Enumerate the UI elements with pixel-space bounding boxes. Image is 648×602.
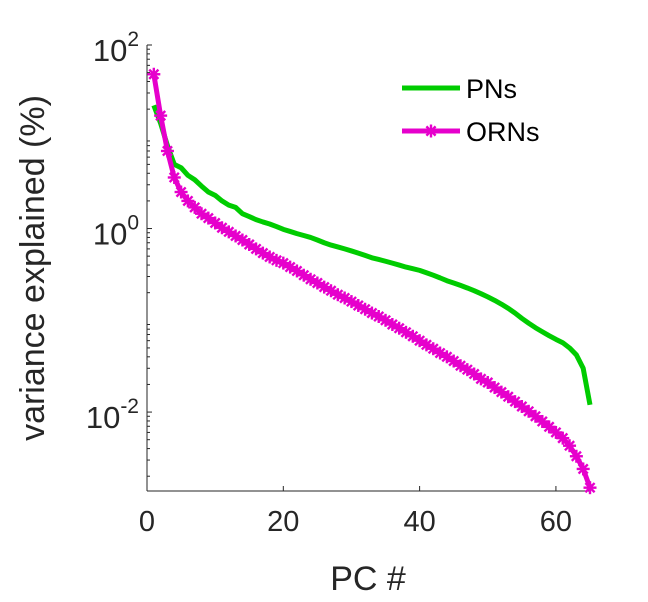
data-point-orns [535, 414, 549, 428]
data-point-orns [235, 233, 249, 247]
legend-marker-orns [424, 124, 438, 138]
y-tick-exponent: -2 [120, 395, 139, 418]
series-line-pns [151, 104, 593, 406]
data-point-orns [569, 449, 583, 463]
data-point-orns [481, 375, 495, 389]
data-point-orns [201, 211, 215, 225]
data-point-orns [467, 367, 481, 381]
data-point-orns [583, 481, 597, 495]
y-tick-label: 10-2 [86, 395, 139, 435]
axes [146, 45, 590, 492]
data-point-orns [501, 390, 515, 404]
data-point-orns [195, 207, 209, 221]
data-point-orns [426, 342, 440, 356]
x-axis-label: PC # [330, 560, 406, 598]
data-point-orns [447, 354, 461, 368]
data-point-orns [208, 216, 222, 230]
data-point-orns [508, 395, 522, 409]
y-tick-base: 10 [86, 400, 120, 435]
legend-asterisk-orns [424, 124, 438, 138]
x-tick-label: 20 [267, 506, 299, 538]
data-point-orns [576, 462, 590, 476]
y-axis-label: variance explained (%) [14, 95, 52, 441]
data-point-orns [154, 109, 168, 123]
data-point-orns [515, 399, 529, 413]
series-layer [147, 67, 597, 495]
data-point-orns [147, 67, 161, 81]
y-tick-base: 10 [93, 33, 127, 68]
data-point-orns [522, 404, 536, 418]
data-point-orns [563, 439, 577, 453]
data-point-orns [406, 329, 420, 343]
legend: PNs ORNs [402, 74, 540, 147]
y-tick-label: 102 [93, 28, 139, 68]
data-point-orns [488, 381, 502, 395]
data-point-orns [460, 363, 474, 377]
y-tick-base: 10 [93, 217, 127, 252]
data-point-orns [167, 170, 181, 184]
data-point-orns [494, 385, 508, 399]
data-point-orns [174, 185, 188, 199]
x-tick-label: 0 [139, 506, 155, 538]
y-tick-label: 100 [93, 212, 139, 252]
y-tick-exponent: 0 [127, 212, 139, 235]
legend-label-pns: PNs [466, 74, 517, 104]
x-tick-label: 40 [403, 506, 435, 538]
legend-label-orns: ORNs [466, 117, 540, 147]
data-point-orns [242, 237, 256, 251]
data-point-orns [160, 144, 174, 158]
y-tick-exponent: 2 [127, 28, 139, 51]
x-tick-label: 60 [540, 506, 572, 538]
